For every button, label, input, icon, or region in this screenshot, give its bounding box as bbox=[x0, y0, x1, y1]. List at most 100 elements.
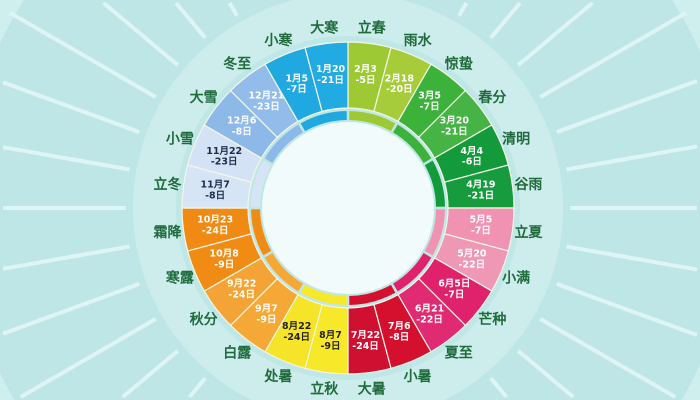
term-name: 大寒 bbox=[310, 20, 339, 37]
inner-ring-arc bbox=[349, 284, 396, 305]
term-name: 立春 bbox=[358, 20, 387, 37]
background-spoke bbox=[9, 11, 157, 99]
inner-ring-arc bbox=[349, 111, 396, 132]
inner-ring-arc bbox=[300, 284, 347, 305]
term-name: 冬至 bbox=[223, 56, 251, 73]
term-date: 2月18 -20日 bbox=[385, 73, 415, 95]
solar-term-segment: 4月4 -6日 清明 bbox=[433, 124, 530, 183]
background-spoke bbox=[2, 145, 130, 172]
inner-ring-arc bbox=[393, 124, 432, 163]
term-date: 4月19 -21日 bbox=[466, 180, 495, 202]
term-date: 9月22 -24日 bbox=[227, 279, 256, 301]
term-name: 处暑 bbox=[263, 368, 292, 385]
inner-ring-arc bbox=[251, 160, 272, 207]
term-name: 白露 bbox=[223, 344, 252, 361]
center-circle bbox=[262, 122, 434, 294]
term-name: 大暑 bbox=[358, 380, 386, 397]
background-spoke bbox=[539, 317, 677, 399]
term-date: 12月21 -23日 bbox=[248, 91, 284, 113]
inner-ring-arc bbox=[264, 253, 303, 292]
solar-term-segment: 1月20 -21日 大寒 bbox=[304, 20, 349, 113]
term-date: 3月20 -21日 bbox=[440, 115, 470, 137]
term-name: 小暑 bbox=[404, 369, 432, 385]
background-spoke bbox=[566, 144, 698, 172]
background-spoke bbox=[19, 317, 157, 399]
term-name: 谷雨 bbox=[514, 177, 542, 193]
term-date: 11月22 -23日 bbox=[206, 146, 242, 168]
inner-ring-arc bbox=[251, 209, 272, 256]
term-date: 10月8 -9日 bbox=[210, 248, 240, 270]
background-spoke bbox=[2, 80, 141, 134]
term-name: 立夏 bbox=[514, 224, 543, 241]
term-date: 11月7 -8日 bbox=[200, 180, 229, 202]
term-name: 寒露 bbox=[166, 270, 195, 287]
term-name: 立秋 bbox=[310, 380, 339, 397]
term-name: 惊蛰 bbox=[444, 56, 473, 73]
background-spoke bbox=[174, 1, 207, 40]
term-name: 大雪 bbox=[190, 89, 218, 106]
solar-term-segment: 2月3 -5日 立春 bbox=[347, 20, 392, 113]
background-spoke bbox=[566, 244, 698, 272]
term-date: 7月22 -24日 bbox=[351, 330, 380, 352]
term-name: 秋分 bbox=[190, 311, 218, 328]
term-date: 1月20 -21日 bbox=[316, 64, 346, 86]
term-date: 6月21 -22日 bbox=[415, 303, 444, 325]
term-name: 小寒 bbox=[264, 32, 293, 49]
background-spoke bbox=[457, 1, 469, 17]
segment-wedge bbox=[304, 41, 349, 113]
term-name: 雨水 bbox=[404, 32, 433, 49]
term-name: 清明 bbox=[502, 130, 530, 147]
inner-ring-arc bbox=[393, 253, 432, 292]
background-spoke bbox=[187, 376, 207, 399]
inner-ring-arc bbox=[264, 124, 303, 163]
background-spoke bbox=[121, 349, 180, 399]
term-name: 春分 bbox=[477, 89, 506, 106]
background-spoke bbox=[489, 1, 522, 40]
term-name: 芒种 bbox=[478, 311, 506, 328]
solar-term-segment: 5月5 -7日 立夏 bbox=[443, 207, 543, 252]
inner-ring-arc bbox=[424, 209, 445, 256]
term-name: 霜降 bbox=[153, 224, 183, 241]
background-spoke bbox=[539, 11, 687, 99]
term-date: 10月23 -24日 bbox=[197, 215, 233, 237]
term-date: 5月20 -22日 bbox=[457, 248, 487, 270]
inner-ring-arc bbox=[300, 111, 347, 132]
term-date: 3月5 -7日 bbox=[418, 91, 441, 113]
solar-term-segment: 3月5 -7日 惊蛰 bbox=[397, 56, 473, 139]
background-spoke bbox=[555, 282, 698, 337]
background-spoke bbox=[489, 376, 509, 399]
background-spoke bbox=[516, 1, 594, 67]
term-date: 12月6 -8日 bbox=[227, 115, 257, 137]
solar-term-segment: 11月7 -8日 立冬 bbox=[154, 164, 253, 209]
term-date: 9月7 -9日 bbox=[255, 303, 278, 325]
term-date: 1月5 -7日 bbox=[285, 73, 308, 95]
background-spoke bbox=[2, 244, 130, 271]
background-spoke bbox=[516, 349, 575, 399]
term-name: 小雪 bbox=[166, 130, 194, 147]
term-date: 8月7 -9日 bbox=[319, 330, 342, 352]
background-spoke bbox=[555, 79, 698, 134]
term-date: 4月4 -6日 bbox=[460, 146, 483, 168]
solar-term-segment: 4月19 -21日 谷雨 bbox=[443, 164, 542, 209]
term-date: 5月5 -7日 bbox=[469, 215, 492, 237]
background-spoke bbox=[102, 1, 180, 67]
inner-ring-arc bbox=[424, 160, 445, 207]
term-name: 夏至 bbox=[445, 344, 473, 361]
term-date: 8月22 -24日 bbox=[282, 321, 311, 343]
term-name: 立冬 bbox=[154, 176, 182, 193]
term-date: 7月6 -8日 bbox=[388, 321, 411, 343]
background-spoke bbox=[2, 282, 141, 336]
background-spoke bbox=[227, 1, 239, 17]
